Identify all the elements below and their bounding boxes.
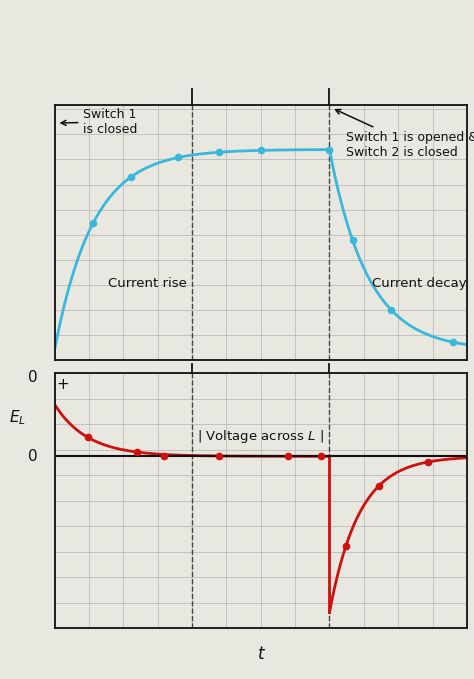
Text: Current rise: Current rise <box>108 277 187 290</box>
Text: 0: 0 <box>28 371 38 386</box>
Text: | Voltage across $L$ |: | Voltage across $L$ | <box>197 428 324 445</box>
Text: +: + <box>56 377 69 392</box>
Text: Switch 1
is closed: Switch 1 is closed <box>61 108 138 136</box>
Text: $E_L$: $E_L$ <box>9 408 26 426</box>
Text: 0: 0 <box>28 449 38 464</box>
Text: t: t <box>257 644 264 663</box>
Text: Current decay: Current decay <box>372 277 467 290</box>
Text: Switch 1 is opened &
Switch 2 is closed: Switch 1 is opened & Switch 2 is closed <box>336 109 474 159</box>
